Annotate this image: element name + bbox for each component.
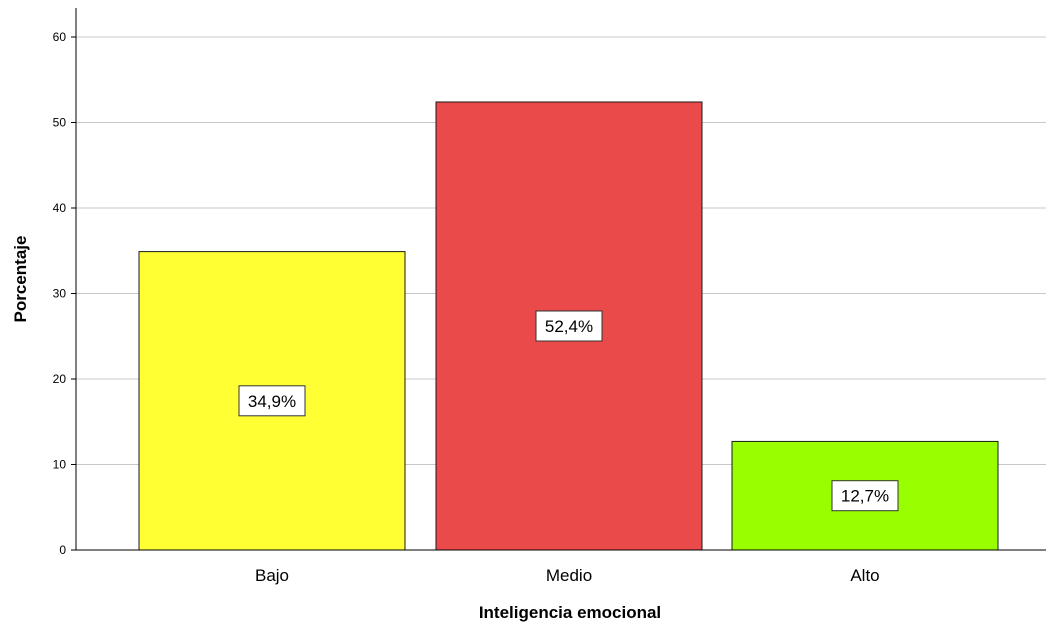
y-tick-label: 60	[53, 30, 67, 44]
data-labels: 34,9% 52,4% 12,7%	[238, 310, 899, 512]
y-axis-title: Porcentaje	[11, 236, 30, 323]
y-tick-label: 40	[53, 201, 67, 215]
y-tick-label: 30	[53, 287, 67, 301]
data-label-box	[831, 480, 899, 512]
data-label-box	[238, 385, 306, 417]
y-tick-label: 50	[53, 116, 67, 130]
y-axis-ticks: 0 10 20 30 40 50 60	[53, 30, 76, 557]
data-label: 52,4%	[545, 317, 593, 336]
y-tick-label: 20	[53, 372, 67, 386]
x-tick-label: Alto	[850, 566, 879, 585]
x-tick-label: Medio	[546, 566, 592, 585]
y-tick-label: 10	[53, 458, 67, 472]
x-axis-title: Inteligencia emocional	[479, 603, 661, 622]
data-label-box	[535, 310, 603, 342]
x-tick-label: Bajo	[255, 566, 289, 585]
data-label: 12,7%	[841, 487, 889, 506]
y-tick-label: 0	[59, 543, 66, 557]
axes	[75, 8, 1046, 551]
x-axis-labels: Bajo Medio Alto	[255, 566, 880, 585]
data-label: 34,9%	[248, 392, 296, 411]
